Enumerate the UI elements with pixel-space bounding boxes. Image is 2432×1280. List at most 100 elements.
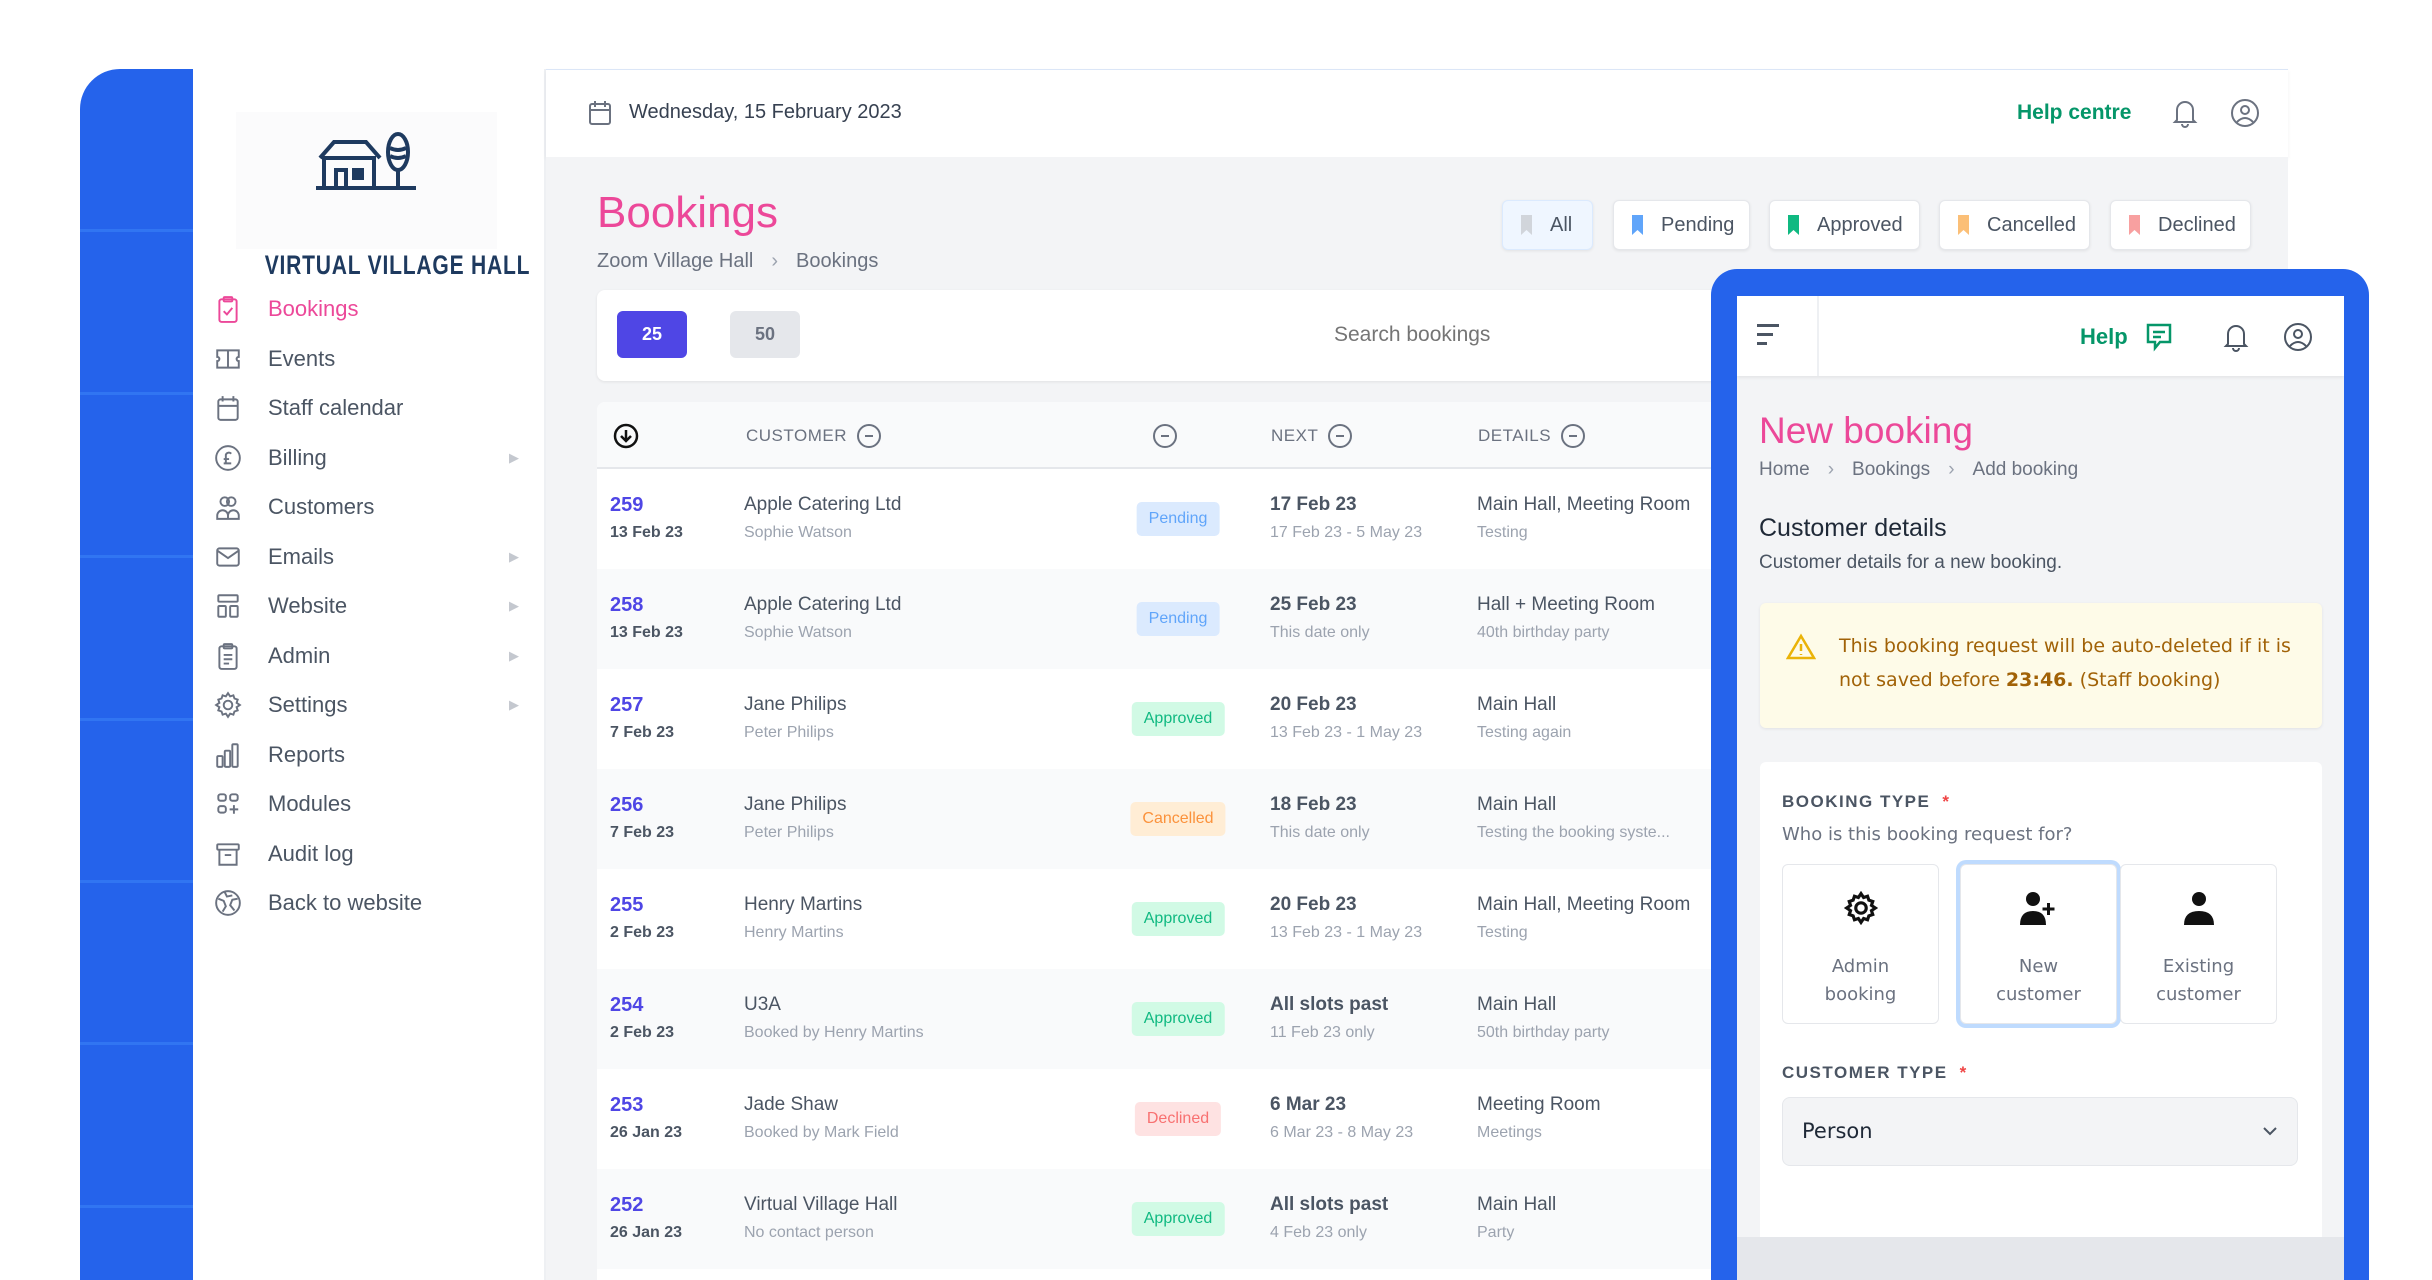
booking-type-option-existing[interactable]: Existing customer [2120,864,2277,1024]
page-size-25-button[interactable]: 25 [617,311,687,358]
sidebar-item-website[interactable]: Website ▶ [213,586,533,626]
filter-cancelled-button[interactable]: Cancelled [1939,200,2090,250]
status-badge: Pending [1136,602,1220,636]
next-date: 17 Feb 23 [1270,494,1357,515]
booking-note: Meetings [1477,1124,1542,1141]
contact-name: No contact person [744,1224,874,1241]
option-label-line: customer [2156,984,2241,1005]
hamburger-menu-icon[interactable] [1757,324,1779,345]
booking-note: Testing the booking syste... [1477,824,1670,841]
clipboard-check-icon [213,294,243,324]
option-label-line: Admin [1831,956,1890,977]
bell-icon[interactable] [2223,322,2249,352]
breadcrumb-item[interactable]: Zoom Village Hall [597,250,754,272]
caret-right-icon: ▶ [509,647,519,663]
filter-pending-button[interactable]: Pending [1613,200,1750,250]
column-customer[interactable]: CUSTOMER [746,424,881,448]
sort-down-icon[interactable] [613,423,639,449]
table-row[interactable]: 252 26 Jan 23 Virtual Village Hall No conta… [597,1169,1747,1269]
column-status[interactable] [1153,424,1177,448]
sidebar-item-reports[interactable]: Reports [213,735,533,775]
sidebar-item-events[interactable]: Events [213,339,533,379]
bell-icon[interactable] [2172,98,2198,128]
booking-created-date: 13 Feb 23 [610,524,683,541]
status-badge: Cancelled [1130,802,1226,836]
page-size-50-button[interactable]: 50 [730,311,800,358]
breadcrumb-item[interactable]: Bookings [1852,459,1931,480]
sidebar-item-label: Customers [268,494,375,519]
search-input[interactable] [1157,310,1717,360]
booking-id-link[interactable]: 253 [610,1094,644,1116]
sidebar-item-billing[interactable]: Billing ▶ [213,438,533,478]
filter-approved-button[interactable]: Approved [1769,200,1920,250]
option-label: New customer [1961,953,2116,1009]
booking-id-link[interactable]: 259 [610,494,644,516]
calendar-icon [213,393,243,423]
booking-created-date: 13 Feb 23 [610,624,683,641]
booking-created-date: 7 Feb 23 [610,724,675,741]
user-circle-icon[interactable] [2283,322,2313,352]
contact-name: Sophie Watson [744,624,852,641]
sidebar: VIRTUAL VILLAGE HALL Bookings Events Staff… [193,69,546,1280]
rooms: Main Hall, Meeting Room [1477,494,1691,515]
date-range: 11 Feb 23 only [1270,1024,1375,1041]
sidebar-item-back-to-website[interactable]: Back to website [213,883,533,923]
booking-id-link[interactable]: 256 [610,794,644,816]
table-row[interactable]: 259 13 Feb 23 Apple Catering Ltd Sophie Wat… [597,469,1747,569]
booking-id-link[interactable]: 258 [610,594,644,616]
filter-all-button[interactable]: All [1502,200,1593,250]
booking-type-option-new[interactable]: New customer [1960,864,2117,1024]
table-row[interactable]: 256 7 Feb 23 Jane Philips Peter Philips Canc… [597,769,1747,869]
logo[interactable]: VIRTUAL VILLAGE HALL [236,112,530,280]
table-row[interactable]: 254 2 Feb 23 U3A Booked by Henry Martins App… [597,969,1747,1069]
caret-right-icon: ▶ [509,697,519,712]
customer-type-label: CUSTOMER TYPE * [1782,1063,1968,1082]
sidebar-item-bookings[interactable]: Bookings [213,289,533,329]
user-circle-icon[interactable] [2230,98,2260,128]
booking-id-link[interactable]: 255 [610,894,644,916]
next-date: All slots past [1270,1194,1389,1215]
filter-label: Declined [2158,213,2236,236]
panel-breadcrumb: Home › Bookings › Add booking [1759,459,2078,481]
calendar-icon [217,396,239,421]
booking-note: Testing [1477,524,1528,541]
chat-icon[interactable] [2145,322,2173,352]
contact-name: Sophie Watson [744,524,852,541]
help-centre-link[interactable]: Help centre [2017,101,2132,124]
status-badge: Approved [1131,1002,1225,1036]
sidebar-item-settings[interactable]: Settings ▶ [213,685,533,725]
booking-note: Testing [1477,924,1528,941]
sidebar-item-emails[interactable]: Emails ▶ [213,537,533,577]
booking-id-link[interactable]: 257 [610,694,644,716]
booking-id-link[interactable]: 252 [610,1194,644,1216]
booking-note: 50th birthday party [1477,1024,1610,1041]
sidebar-item-admin[interactable]: Admin ▶ [213,636,533,676]
option-label-line: booking [1824,984,1897,1005]
panel-header: Help [1737,296,2344,376]
modules-icon [213,789,243,819]
customer-name: Jade Shaw [744,1094,839,1115]
rooms: Main Hall, Meeting Room [1477,894,1691,915]
sidebar-item-audit-log[interactable]: Audit log [213,834,533,874]
option-label-line: New [2018,956,2059,977]
gear-icon [1783,891,1938,925]
clipboard-list-icon [213,641,243,671]
table-row[interactable]: 258 13 Feb 23 Apple Catering Ltd Sophie Wat… [597,569,1747,669]
sidebar-item-modules[interactable]: Modules [213,784,533,824]
help-link[interactable]: Help [2080,324,2128,349]
contact-name: Peter Philips [744,724,834,741]
filter-declined-button[interactable]: Declined [2110,200,2251,250]
breadcrumb-item[interactable]: Home [1759,459,1810,480]
sidebar-item-staff-calendar[interactable]: Staff calendar [213,388,533,428]
panel-title: New booking [1759,410,1973,451]
column-next[interactable]: NEXT [1271,424,1353,448]
booking-type-option-admin[interactable]: Admin booking [1782,864,1939,1024]
table-row[interactable]: 255 2 Feb 23 Henry Martins Henry Martins App… [597,869,1747,969]
sidebar-item-customers[interactable]: Customers [213,487,533,527]
column-details[interactable]: DETAILS [1478,424,1586,448]
table-row[interactable]: 253 26 Jan 23 Jade Shaw Booked by Mark Fiel… [597,1069,1747,1169]
archive-icon [213,839,243,869]
booking-id-link[interactable]: 254 [610,994,644,1016]
customer-type-select[interactable]: Person [1782,1097,2298,1166]
table-row[interactable]: 257 7 Feb 23 Jane Philips Peter Philips Appr… [597,669,1747,769]
